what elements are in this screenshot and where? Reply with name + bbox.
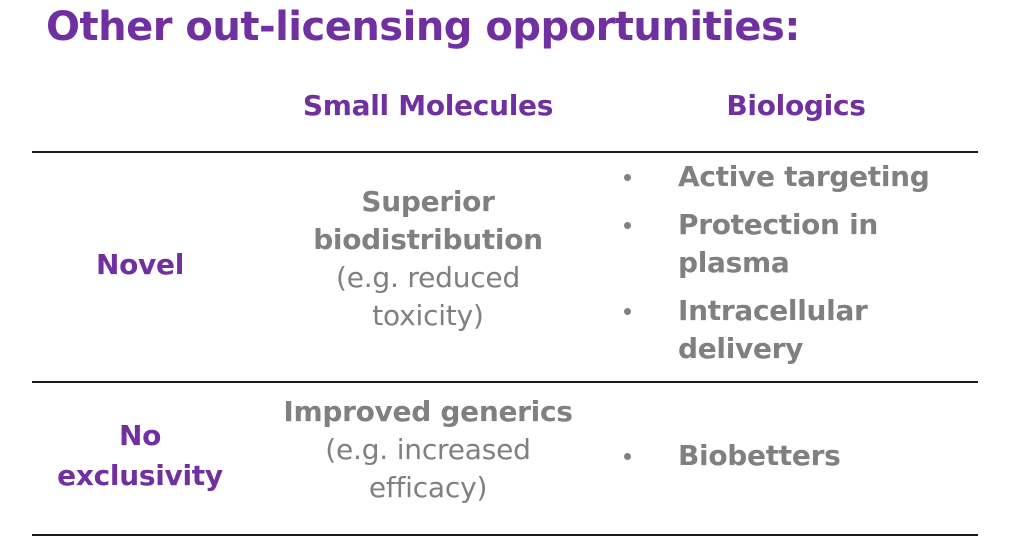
- page-title: Other out-licensing opportunities:: [46, 4, 800, 50]
- table-divider-bottom: [32, 534, 978, 536]
- column-header-small-molecules: Small Molecules: [302, 89, 554, 122]
- bullet-list-novel-biologics: Active targeting Protection in plasma In…: [622, 158, 982, 378]
- list-item: Protection in plasma: [622, 206, 982, 282]
- row-label-line: Novel: [95, 248, 184, 281]
- cell-novel-small-molecules: Superior biodistribution (e.g. reduced t…: [272, 183, 584, 335]
- table-divider-top: [32, 151, 978, 153]
- bullet-icon: [624, 222, 631, 229]
- cell-note-line: (e.g. reduced: [335, 261, 521, 294]
- cell-strong-line: Improved generics: [283, 395, 573, 428]
- list-item-line: Active targeting: [678, 160, 930, 193]
- list-item: Active targeting: [622, 158, 982, 196]
- list-item-line: Protection in: [678, 208, 879, 241]
- bullet-list-no-exclusivity-biologics: Biobetters: [622, 437, 982, 485]
- table-divider-middle: [32, 381, 978, 383]
- row-label-line: exclusivity: [57, 459, 223, 492]
- cell-no-exclusivity-small-molecules: Improved generics (e.g. increased effica…: [250, 393, 606, 507]
- cell-strong-line: Superior: [361, 185, 495, 218]
- bullet-icon: [624, 453, 631, 460]
- bullet-icon: [624, 308, 631, 315]
- row-label-no-exclusivity: No exclusivity: [40, 416, 240, 496]
- list-item: Intracellular delivery: [622, 292, 982, 368]
- bullet-icon: [624, 174, 631, 181]
- list-item-line: delivery: [678, 332, 804, 365]
- cell-note-line: (e.g. increased: [325, 433, 531, 466]
- cell-note-line: toxicity): [372, 299, 484, 332]
- cell-note-line: efficacy): [368, 471, 488, 504]
- row-label-novel: Novel: [60, 245, 220, 285]
- column-header-biologics: Biologics: [726, 89, 866, 122]
- list-item-line: Intracellular: [678, 294, 868, 327]
- cell-strong-line: biodistribution: [313, 223, 543, 256]
- list-item: Biobetters: [622, 437, 982, 475]
- list-item-line: Biobetters: [678, 439, 841, 472]
- row-label-line: No: [118, 419, 162, 452]
- list-item-line: plasma: [678, 246, 790, 279]
